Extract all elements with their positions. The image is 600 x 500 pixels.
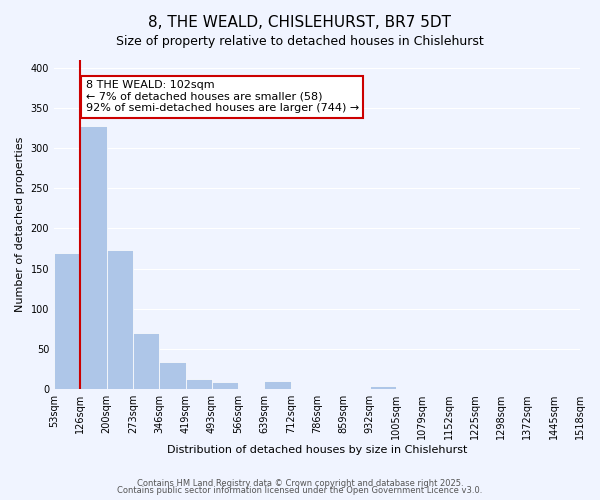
Bar (370, 386, 396, 389)
Bar (185, 380, 212, 389)
Text: 8 THE WEALD: 102sqm
← 7% of detached houses are smaller (58)
92% of semi-detache: 8 THE WEALD: 102sqm ← 7% of detached hou… (86, 80, 359, 114)
Bar (159, 362, 185, 389)
Text: Contains HM Land Registry data © Crown copyright and database right 2025.: Contains HM Land Registry data © Crown c… (137, 478, 463, 488)
Text: 8, THE WEALD, CHISLEHURST, BR7 5DT: 8, THE WEALD, CHISLEHURST, BR7 5DT (149, 15, 452, 30)
Bar (133, 333, 159, 389)
Text: Size of property relative to detached houses in Chislehurst: Size of property relative to detached ho… (116, 35, 484, 48)
Bar (80, 126, 107, 389)
Bar (265, 381, 291, 389)
Y-axis label: Number of detached properties: Number of detached properties (15, 137, 25, 312)
Text: Contains public sector information licensed under the Open Government Licence v3: Contains public sector information licen… (118, 486, 482, 495)
Bar (107, 250, 133, 389)
X-axis label: Distribution of detached houses by size in Chislehurst: Distribution of detached houses by size … (167, 445, 467, 455)
Bar (54, 252, 80, 389)
Bar (212, 382, 238, 389)
